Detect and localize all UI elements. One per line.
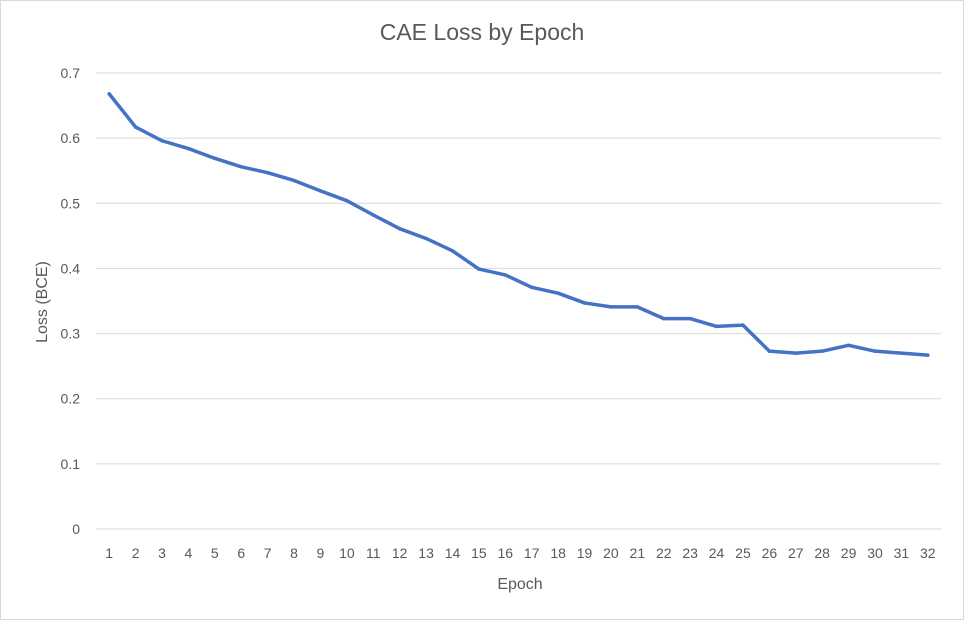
data-point-epoch-19 — [582, 301, 587, 305]
y-tick-label: 0 — [72, 521, 80, 537]
data-point-epoch-32 — [926, 353, 930, 357]
data-point-epoch-21 — [635, 305, 640, 309]
y-tick-label: 0.6 — [61, 130, 81, 146]
data-point-epoch-9 — [318, 189, 323, 193]
data-point-epoch-14 — [450, 249, 455, 253]
data-point-epoch-17 — [529, 285, 534, 290]
data-point-epoch-12 — [397, 226, 402, 231]
x-tick-label: 17 — [524, 545, 540, 561]
y-tick-label: 0.3 — [61, 326, 81, 342]
x-tick-label: 27 — [788, 545, 804, 561]
x-tick-label: 32 — [920, 545, 936, 561]
x-tick-label: 23 — [682, 545, 698, 561]
x-tick-label: 5 — [211, 545, 219, 561]
data-point-epoch-16 — [503, 273, 508, 277]
data-point-epoch-2 — [133, 125, 138, 129]
data-point-epoch-23 — [688, 316, 692, 321]
data-point-epoch-27 — [794, 351, 798, 355]
x-tick-label: 4 — [185, 545, 193, 561]
data-point-epoch-7 — [265, 170, 270, 175]
data-point-epoch-20 — [609, 305, 613, 309]
y-axis-ticks: 0 0.1 0.2 0.3 0.4 0.5 0.6 0.7 — [61, 65, 81, 537]
series-line-loss — [107, 92, 930, 357]
data-point-epoch-13 — [424, 236, 428, 241]
data-point-epoch-3 — [160, 138, 164, 143]
x-tick-label: 12 — [392, 545, 408, 561]
data-point-epoch-15 — [477, 267, 481, 271]
x-tick-label: 18 — [550, 545, 566, 561]
x-axis-ticks: 1 2 3 4 5 6 7 8 9 10 11 12 13 14 15 16 17 18 19 20 21 22 23 24 2… — [105, 545, 935, 561]
x-tick-label: 30 — [867, 545, 883, 561]
x-tick-label: 28 — [814, 545, 830, 561]
data-point-epoch-4 — [186, 146, 191, 151]
data-point-epoch-8 — [292, 178, 296, 183]
y-tick-label: 0.4 — [61, 260, 81, 276]
x-tick-label: 31 — [894, 545, 910, 561]
data-point-epoch-25 — [741, 323, 745, 327]
x-tick-label: 9 — [317, 545, 325, 561]
x-tick-label: 13 — [418, 545, 434, 561]
x-tick-label: 22 — [656, 545, 672, 561]
y-tick-label: 0.2 — [61, 391, 81, 407]
x-tick-label: 2 — [132, 545, 140, 561]
x-tick-label: 20 — [603, 545, 619, 561]
data-point-epoch-6 — [239, 165, 243, 169]
data-point-epoch-28 — [820, 349, 824, 353]
x-tick-label: 16 — [498, 545, 514, 561]
x-tick-label: 14 — [445, 545, 461, 561]
x-tick-label: 6 — [237, 545, 245, 561]
x-tick-label: 15 — [471, 545, 487, 561]
x-tick-label: 3 — [158, 545, 166, 561]
x-tick-label: 19 — [577, 545, 593, 561]
x-tick-label: 21 — [630, 545, 646, 561]
x-tick-label: 10 — [339, 545, 355, 561]
y-tick-label: 0.7 — [61, 65, 81, 81]
data-point-epoch-26 — [767, 349, 772, 353]
data-point-epoch-29 — [846, 343, 851, 348]
data-point-epoch-11 — [371, 213, 376, 217]
data-point-epoch-22 — [661, 316, 666, 321]
x-tick-label: 11 — [366, 545, 381, 561]
data-point-epoch-1 — [107, 92, 111, 96]
x-tick-label: 25 — [735, 545, 751, 561]
x-tick-label: 24 — [709, 545, 725, 561]
series-points — [107, 92, 930, 357]
y-axis-label: Loss (BCE) — [34, 261, 51, 343]
x-tick-label: 26 — [762, 545, 778, 561]
x-axis-label: Epoch — [497, 576, 542, 593]
x-tick-label: 7 — [264, 545, 272, 561]
data-point-epoch-18 — [556, 291, 560, 295]
x-tick-label: 29 — [841, 545, 857, 561]
gridlines — [96, 72, 941, 530]
y-tick-label: 0.1 — [61, 456, 81, 472]
chart-title: CAE Loss by Epoch — [380, 19, 585, 45]
data-point-epoch-30 — [873, 349, 877, 353]
x-tick-label: 1 — [105, 545, 113, 561]
data-point-epoch-24 — [714, 324, 719, 329]
y-tick-label: 0.5 — [61, 195, 81, 211]
data-point-epoch-5 — [213, 156, 217, 161]
data-point-epoch-10 — [345, 198, 349, 203]
x-tick-label: 8 — [290, 545, 298, 561]
data-point-epoch-31 — [899, 351, 904, 355]
